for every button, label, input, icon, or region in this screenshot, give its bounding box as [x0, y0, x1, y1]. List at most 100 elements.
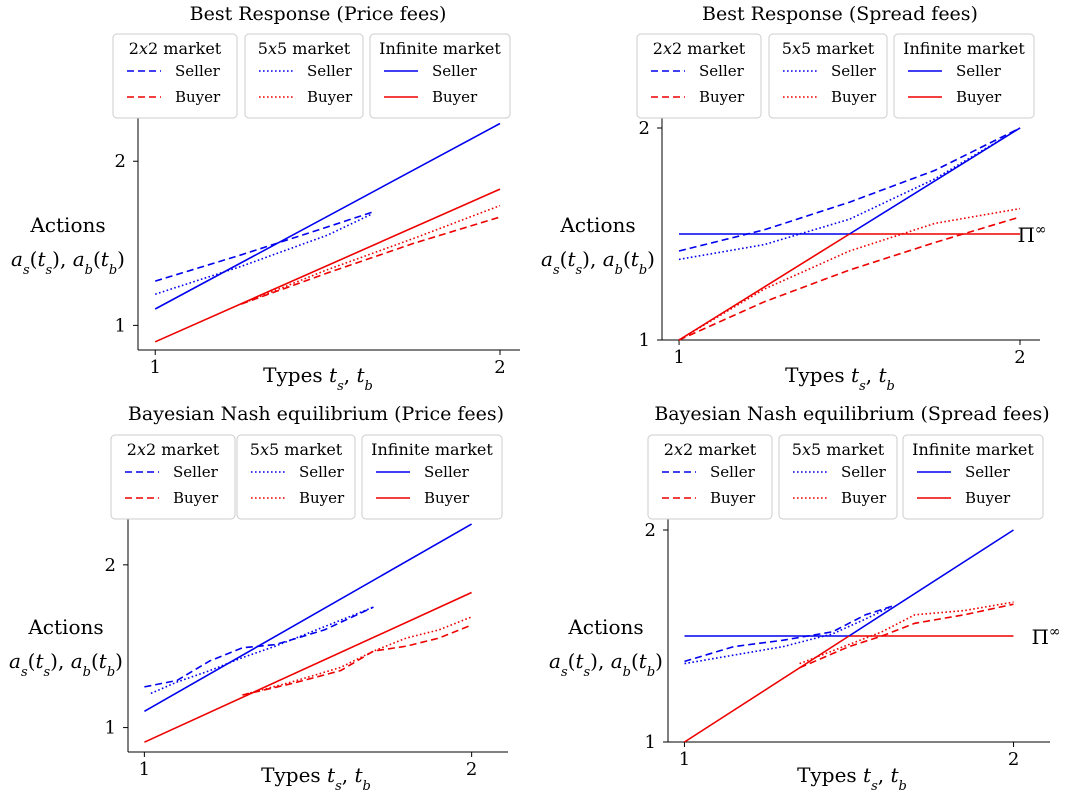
series-line-seller-solid [849, 127, 1021, 235]
x-axis-label: Types ts, tb [785, 363, 895, 394]
legend-entry-label: Seller [175, 62, 221, 80]
y-axis-label-title: Actions [27, 615, 103, 639]
y-axis-label-title: Actions [559, 213, 635, 237]
legend-title: 5x5 market [250, 440, 343, 459]
legend-entry-label: Buyer [307, 88, 353, 106]
legend-entry-label: Buyer [956, 88, 1002, 106]
legend-box [768, 33, 888, 119]
panel-br-price: Best Response (Price fees) 1 2 1 2 Types ts, … [11, 3, 520, 394]
legend-title: Infinite market [912, 440, 1034, 459]
pi-infinity-annotation: Π∞ [1017, 222, 1046, 247]
y-tick-label: 1 [639, 330, 650, 351]
legend-entry-label: Buyer [424, 489, 470, 507]
series-line-seller-dotted [678, 127, 1021, 261]
legend-group: 2x2 market Seller Buyer [636, 33, 762, 119]
y-axis-label-math: as(ts), ab(tb) [541, 247, 655, 278]
legend-group: 5x5 market Seller Buyer [244, 33, 364, 119]
y-axis-label-math: as(ts), ab(tb) [11, 247, 125, 278]
pi-infinity-annotation: Π∞ [1031, 624, 1060, 649]
series-line-buyer-solid [144, 591, 472, 743]
legend-title: 5x5 market [792, 440, 885, 459]
panel-br-spread: Best Response (Spread fees) 1 2 1 2 Types ts,… [541, 3, 1047, 394]
x-tick-label: 2 [1008, 749, 1019, 770]
legend-entry-label: Seller [173, 463, 219, 481]
series-line-seller-dashed [684, 605, 893, 663]
series-line-seller-dotted [150, 606, 374, 695]
y-tick-label: 2 [105, 555, 116, 576]
legend-box [236, 434, 356, 520]
x-axis-label: Types ts, tb [797, 763, 907, 792]
legend-entry-label: Seller [432, 62, 478, 80]
legend-group: 2x2 market Seller Buyer [110, 434, 236, 520]
series-line-seller-dashed [154, 211, 373, 282]
legend-group: 2x2 market Seller Buyer [112, 33, 238, 119]
series-line-buyer-dashed [242, 624, 472, 696]
series-line-seller-solid [848, 529, 1014, 637]
legend-title: 5x5 market [782, 39, 875, 58]
legend-title: Infinite market [371, 440, 493, 459]
panel-title: Bayesian Nash equilibrium (Price fees) [128, 403, 504, 425]
y-tick-label: 2 [115, 151, 126, 172]
series-line-buyer-dashed [678, 216, 1021, 341]
series-line-seller-solid [144, 523, 472, 712]
legend-entry-label: Buyer [965, 489, 1011, 507]
x-tick-label: 1 [679, 749, 690, 770]
legend-entry-label: Buyer [173, 489, 219, 507]
x-axis-label: Types ts, tb [261, 763, 371, 792]
y-axis-label-math: as(ts), ab(tb) [9, 649, 123, 680]
y-tick-label: 1 [105, 718, 116, 739]
legend-entry-label: Seller [841, 463, 887, 481]
series-line-buyer-dashed [241, 216, 501, 305]
legend-entry-label: Buyer [175, 88, 221, 106]
x-tick-label: 1 [150, 357, 161, 378]
legend-title: Infinite market [903, 39, 1025, 58]
legend-group: 5x5 market Seller Buyer [768, 33, 888, 119]
y-axis-label-title: Actions [567, 615, 643, 639]
legend-entry-label: Buyer [699, 88, 745, 106]
legend-group: Infinite market Seller Buyer [361, 434, 503, 520]
legend-entry-label: Buyer [299, 489, 345, 507]
series-line-buyer-dotted [241, 204, 501, 305]
legend-entry-label: Seller [956, 62, 1002, 80]
panel-title: Bayesian Nash equilibrium (Spread fees) [654, 403, 1049, 425]
legend-entry-label: Seller [299, 463, 345, 481]
panel-title: Best Response (Spread fees) [702, 3, 978, 25]
legend-group: Infinite market Seller Buyer [893, 33, 1035, 119]
legend-group: 5x5 market Seller Buyer [778, 434, 898, 520]
legend-entry-label: Seller [307, 62, 353, 80]
series-line-seller-solid [154, 122, 501, 310]
y-axis-label-title: Actions [29, 213, 105, 237]
series-line-seller-dashed [144, 606, 374, 688]
series-line-buyer-solid [684, 635, 850, 743]
y-tick-label: 1 [645, 732, 656, 753]
y-tick-label: 2 [639, 118, 650, 139]
x-axis-label: Types ts, tb [263, 363, 373, 394]
legend-entry-label: Seller [831, 62, 877, 80]
legend-entry-label: Seller [710, 463, 756, 481]
series-line-seller-dotted [684, 605, 893, 665]
y-axis-label-math: as(ts), ab(tb) [549, 649, 663, 680]
legend-box [778, 434, 898, 520]
x-tick-label: 2 [494, 357, 505, 378]
legend-title: 2x2 market [127, 440, 220, 459]
legend-entry-label: Buyer [710, 489, 756, 507]
series-line-buyer-dotted [799, 601, 1014, 665]
x-tick-label: 1 [139, 759, 150, 780]
x-tick-label: 1 [673, 347, 684, 368]
series-line-buyer-dotted [678, 207, 1021, 341]
legend-entry-label: Buyer [432, 88, 478, 106]
series-line-buyer-dashed [799, 603, 1014, 669]
legend-group: 5x5 market Seller Buyer [236, 434, 356, 520]
panel-bne-spread: Bayesian Nash equilibrium (Spread fees) 1… [549, 403, 1061, 792]
series-line-buyer-solid [154, 188, 501, 343]
y-tick-label: 2 [645, 520, 656, 541]
legend-entry-label: Seller [965, 463, 1011, 481]
series-line-seller-dashed [678, 127, 1021, 252]
legend-box [244, 33, 364, 119]
x-tick-label: 2 [466, 759, 477, 780]
legend-group: 2x2 market Seller Buyer [647, 434, 773, 520]
panel-bne-price: Bayesian Nash equilibrium (Price fees) 1 2… [9, 403, 508, 792]
series-line-buyer-solid [678, 233, 850, 341]
legend-group: Infinite market Seller Buyer [369, 33, 511, 119]
